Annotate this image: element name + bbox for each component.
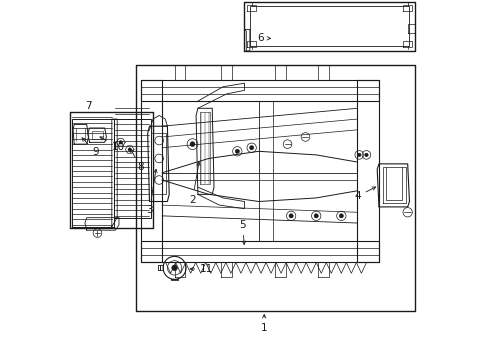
- Circle shape: [119, 141, 122, 144]
- Circle shape: [171, 265, 177, 271]
- Text: 1: 1: [261, 315, 267, 333]
- Circle shape: [249, 145, 253, 150]
- Circle shape: [128, 148, 131, 151]
- Circle shape: [313, 214, 318, 218]
- Text: 11: 11: [190, 264, 213, 274]
- Text: 7: 7: [85, 102, 92, 112]
- Text: 6: 6: [257, 33, 270, 43]
- Text: 3: 3: [146, 169, 157, 216]
- Text: 10: 10: [100, 137, 124, 152]
- Text: 4: 4: [353, 187, 375, 201]
- Circle shape: [339, 214, 343, 218]
- Circle shape: [190, 141, 195, 147]
- Circle shape: [235, 149, 239, 153]
- Circle shape: [288, 214, 293, 218]
- Text: 9: 9: [82, 138, 99, 157]
- Text: 8: 8: [130, 149, 143, 172]
- Circle shape: [364, 153, 367, 157]
- Text: 2: 2: [189, 162, 200, 205]
- Circle shape: [357, 153, 360, 157]
- Text: 5: 5: [239, 220, 245, 244]
